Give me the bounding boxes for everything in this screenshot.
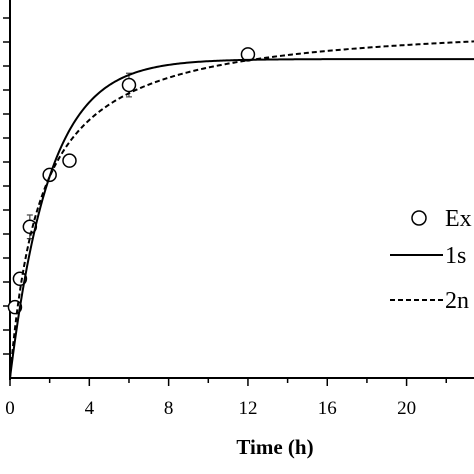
x-tick-label: 8 (164, 398, 174, 419)
series-line-1s (9, 58, 474, 379)
x-axis-title: Time (h) (236, 435, 313, 459)
x-tick-label: 20 (397, 398, 416, 419)
x-tick-labels: 0 4 8 12 16 20 (5, 398, 416, 419)
x-tick-marks (9, 378, 447, 386)
legend: Ex 1s 2n (390, 206, 472, 314)
legend-label-2n: 2n (445, 288, 469, 314)
x-tick-label: 12 (238, 398, 257, 419)
x-tick-label: 0 (5, 398, 15, 419)
x-tick-label: 4 (85, 398, 95, 419)
series-line-2n (9, 40, 474, 379)
legend-marker-Ex (411, 210, 427, 226)
data-point-Ex (12, 271, 28, 287)
y-tick-marks (3, 17, 10, 355)
data-point-Ex (121, 77, 137, 93)
x-tick-label: 16 (318, 398, 337, 419)
legend-label-1s: 1s (445, 243, 466, 269)
legend-label-Ex: Ex (445, 206, 472, 232)
data-point-Ex (62, 153, 77, 168)
